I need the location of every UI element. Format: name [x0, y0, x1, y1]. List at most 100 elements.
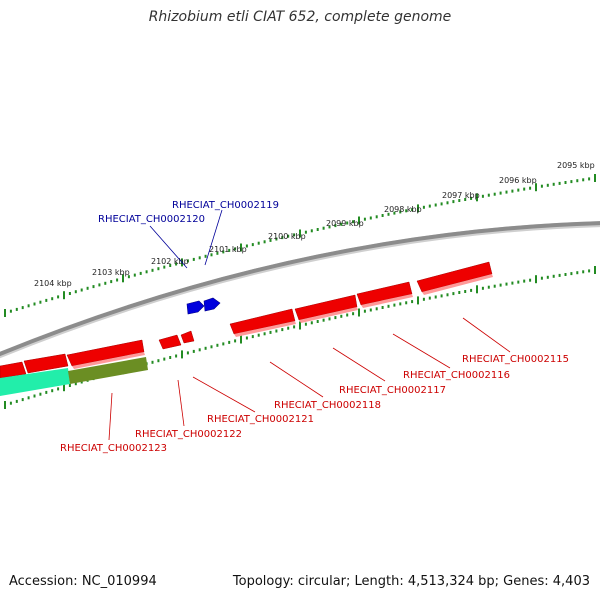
reverse-track-minor-tick [210, 345, 213, 349]
kbp-label-2100: 2100 kbp [268, 232, 306, 241]
forward-track-minor-tick [281, 236, 284, 240]
leader-2118 [269, 361, 324, 398]
forward-track-minor-tick [493, 192, 496, 196]
reverse-track-minor-tick [39, 392, 42, 396]
reverse-track-minor-tick [316, 320, 319, 323]
reverse-track-minor-tick [540, 276, 543, 280]
forward-track-minor-tick [540, 184, 543, 188]
gene-label-2118: RHECIAT_CH0002118 [274, 400, 381, 411]
reverse-track-minor-tick [51, 389, 54, 393]
forward-track-minor-tick [15, 307, 18, 311]
forward-track-minor-tick [546, 183, 549, 187]
forward-track-minor-tick [428, 204, 431, 208]
gene-red-2117-shade [299, 307, 358, 323]
forward-track-minor-tick [151, 268, 154, 272]
forward-track-minor-tick [210, 253, 213, 257]
olive-feature [68, 357, 148, 384]
forward-track-minor-tick [269, 238, 272, 242]
reverse-track-minor-tick [175, 354, 178, 358]
kbp-label-2099: 2099 kbp [326, 219, 364, 228]
gene-blue-1 [186, 300, 205, 315]
forward-track-minor-tick [582, 178, 585, 182]
kbp-label-2102: 2102 kbp [151, 257, 189, 266]
forward-track-minor-tick [133, 273, 136, 277]
forward-track-minor-tick [399, 210, 402, 214]
reverse-track-minor-tick [9, 401, 12, 405]
gene-label-2119: RHECIAT_CH0002119 [172, 200, 279, 211]
forward-track-minor-tick [470, 196, 473, 200]
forward-track-minor-tick [352, 220, 355, 224]
reverse-track-minor-tick [328, 317, 331, 321]
forward-track-minor-tick [304, 230, 307, 234]
reverse-track-minor-tick [228, 340, 231, 344]
reverse-track-minor-tick [169, 356, 172, 359]
forward-track-minor-tick [405, 209, 408, 213]
forward-track-minor-tick [263, 240, 266, 244]
forward-track-minor-tick [375, 215, 378, 219]
reverse-track-minor-tick [399, 302, 402, 306]
reverse-track-minor-tick [234, 339, 237, 343]
reverse-genes [0, 261, 493, 379]
reverse-track-minor-tick [381, 306, 384, 309]
gene-red-2123-shade [72, 352, 145, 369]
forward-track-minor-tick [328, 225, 331, 229]
forward-track-major-tick [594, 174, 596, 182]
leader-2121 [192, 376, 256, 413]
forward-track-minor-tick [334, 224, 337, 228]
forward-track-major-tick [535, 183, 537, 192]
kbp-label-2104: 2104 kbp [34, 279, 72, 288]
reverse-track-minor-tick [523, 279, 526, 283]
forward-track-major-tick [4, 309, 6, 317]
forward-track-minor-tick [316, 228, 319, 231]
forward-track-minor-tick [234, 247, 237, 251]
reverse-track-minor-tick [434, 295, 437, 299]
forward-track-minor-tick [92, 285, 95, 289]
reverse-track-minor-tick [216, 343, 219, 347]
forward-track-minor-tick [517, 188, 520, 192]
reverse-track-minor-tick [428, 296, 431, 300]
reverse-track-minor-tick [163, 357, 166, 361]
gene-label-2116: RHECIAT_CH0002116 [403, 370, 510, 381]
forward-track-minor-tick [458, 199, 461, 202]
forward-track-minor-tick [21, 306, 24, 310]
reverse-track-minor-tick [45, 390, 48, 394]
reverse-track-minor-tick [440, 294, 443, 298]
reverse-track-minor-tick [340, 314, 343, 318]
reverse-track-minor-tick [511, 281, 514, 285]
forward-track-major-tick [358, 216, 360, 225]
reverse-track-minor-tick [310, 321, 313, 325]
forward-track-minor-tick [275, 237, 278, 241]
forward-track-minor-tick [564, 181, 567, 184]
reverse-track-minor-tick [375, 307, 378, 311]
reverse-track-minor-tick [304, 322, 307, 326]
kbp-label-2097: 2097 kbp [442, 191, 480, 200]
forward-track-minor-tick [257, 241, 260, 245]
reverse-track-minor-tick [281, 328, 284, 332]
forward-track-minor-tick [57, 295, 60, 299]
forward-track-minor-tick [169, 264, 172, 267]
reverse-track-major-tick [594, 266, 596, 274]
gene-red-edge-1 [23, 353, 69, 374]
leader-2122 [177, 379, 185, 427]
reverse-track-minor-tick [275, 329, 278, 333]
gene-red-2122 [158, 334, 182, 350]
gene-red-2121 [180, 330, 195, 344]
forward-track-minor-tick [293, 233, 296, 237]
forward-track-major-tick [240, 243, 242, 252]
forward-track-minor-tick [576, 179, 579, 183]
reverse-track-major-tick [4, 401, 6, 409]
reverse-track-minor-tick [393, 303, 396, 307]
reverse-track-minor-tick [198, 348, 201, 352]
reverse-track-minor-tick [481, 286, 484, 290]
forward-track-minor-tick [86, 286, 89, 290]
leader-2119 [204, 209, 223, 266]
forward-track-minor-tick [558, 181, 561, 185]
forward-track-minor-tick [175, 262, 178, 266]
gene-label-2123: RHECIAT_CH0002123 [60, 443, 167, 454]
leader-2117 [332, 347, 386, 382]
reverse-track-minor-tick [363, 309, 366, 313]
reverse-track-minor-tick [582, 270, 585, 274]
reverse-track-minor-tick [257, 333, 260, 337]
forward-track-minor-tick [381, 214, 384, 217]
reverse-track-minor-tick [493, 284, 496, 288]
